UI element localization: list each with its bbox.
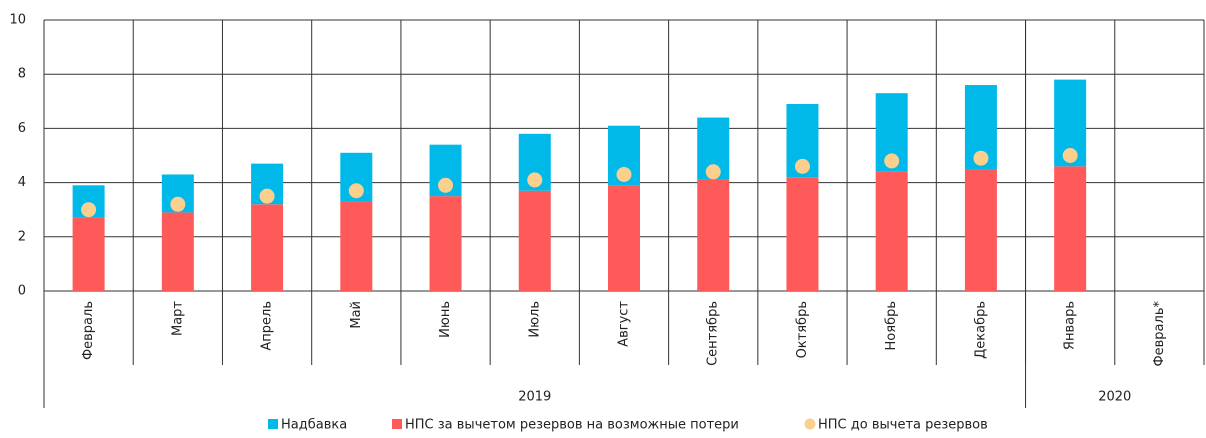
y-tick-label: 4 <box>18 175 26 190</box>
x-tick-label: Декабрь <box>973 301 988 359</box>
bar <box>964 169 997 291</box>
y-tick-label: 10 <box>9 13 26 28</box>
bar <box>786 177 819 291</box>
x-tick-label: Август <box>617 301 632 347</box>
dot <box>170 196 186 212</box>
dot <box>794 158 810 174</box>
dot <box>81 202 97 218</box>
x-tick-label: Ноябрь <box>884 301 899 350</box>
x-tick-label: Апрель <box>260 301 275 351</box>
x-tick-label: Февраль <box>81 301 96 360</box>
x-tick-label: Май <box>349 301 364 329</box>
y-tick-label: 8 <box>18 67 26 82</box>
dot <box>527 172 543 188</box>
legend-marker <box>804 418 816 430</box>
y-tick-label: 6 <box>18 121 26 136</box>
dot <box>616 166 632 182</box>
legend-marker <box>392 419 402 429</box>
legend-label: НПС до вычета резервов <box>818 418 988 433</box>
legend-marker <box>268 419 278 429</box>
dot <box>438 177 454 193</box>
x-tick-label: Июнь <box>438 301 453 338</box>
x-tick-label: Сентябрь <box>706 301 721 366</box>
x-tick-label: Октябрь <box>795 301 810 358</box>
x-tick-label: Июль <box>527 301 542 338</box>
dot <box>1062 148 1078 163</box>
dot <box>973 150 989 166</box>
x-tick-label: Март <box>170 301 185 336</box>
bar <box>875 171 908 291</box>
y-tick-label: 0 <box>18 284 26 299</box>
group-label: 2020 <box>1098 390 1131 405</box>
dot <box>348 183 364 199</box>
dot <box>884 153 900 169</box>
bar <box>608 185 640 291</box>
dot <box>705 164 721 180</box>
bar <box>1054 166 1087 291</box>
bar <box>697 179 730 291</box>
bar <box>429 196 462 291</box>
legend-label: Надбавка <box>281 418 347 433</box>
bar <box>518 190 551 291</box>
bar <box>161 212 194 291</box>
legend-label: НПС за вычетом резервов на возможные пот… <box>405 418 739 433</box>
bar <box>72 217 105 291</box>
x-tick-label: Февраль* <box>1152 301 1167 367</box>
x-tick-label: Январь <box>1063 301 1078 350</box>
bar <box>251 204 284 291</box>
dot <box>259 188 275 204</box>
bar <box>340 201 373 291</box>
group-label: 2019 <box>518 390 551 405</box>
y-tick-label: 2 <box>18 229 26 244</box>
